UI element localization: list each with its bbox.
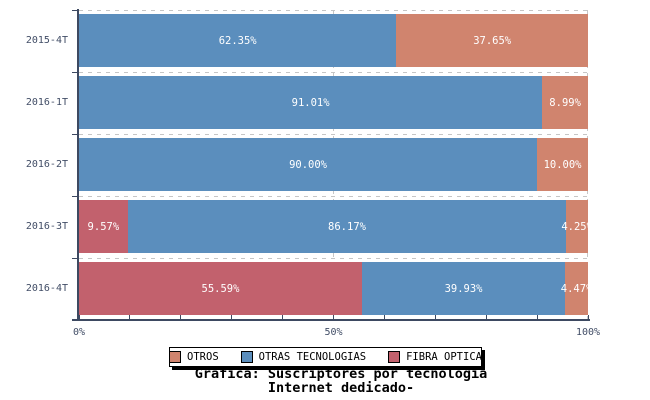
x-axis-tick bbox=[434, 315, 436, 319]
y-axis-tick bbox=[72, 258, 77, 259]
y-axis-tick bbox=[72, 72, 77, 73]
bar-value-label: 55.59% bbox=[201, 282, 240, 295]
plot-area: 62.35% 37.65% 91.01% 8.99% 90.00% 10.00% 9.57%… bbox=[79, 10, 593, 320]
bar-value-label: 4.25% bbox=[561, 220, 593, 233]
x-axis-tick bbox=[587, 315, 589, 319]
legend-item-otros: OTROS bbox=[169, 351, 219, 363]
bar-2016-4T: 55.59% 39.93% 4.47% bbox=[79, 262, 592, 315]
x-axis-line bbox=[72, 319, 590, 321]
bar-segment-otras-tecnologias: 86.17% bbox=[127, 200, 567, 253]
x-axis-tick bbox=[129, 315, 131, 319]
bar-2016-3T: 9.57% 86.17% 4.25% bbox=[79, 200, 593, 253]
chart-title: Gráfica: Suscriptores por tecnología bbox=[194, 366, 488, 382]
bar-value-label: 10.00% bbox=[543, 158, 582, 171]
x-axis-label-50%: 50% bbox=[324, 327, 343, 338]
bar-segment-otros: 4.47% bbox=[561, 262, 592, 315]
x-axis-tick bbox=[536, 315, 538, 319]
bar-segment-otras-tecnologias: 62.35% bbox=[79, 14, 397, 67]
x-axis-label-100%: 100% bbox=[575, 327, 601, 338]
bar-value-label: 8.99% bbox=[549, 96, 581, 109]
bar-segment-otras-tecnologias: 39.93% bbox=[361, 262, 566, 315]
bar-segment-otros: 37.65% bbox=[396, 14, 588, 67]
legend-swatch-icon bbox=[169, 351, 182, 363]
bar-2016-1T: 91.01% 8.99% bbox=[79, 76, 588, 129]
legend: OTROS OTRAS TECNOLOGIAS FIBRA OPTICA bbox=[169, 347, 482, 367]
bar-2015-4T: 62.35% 37.65% bbox=[79, 14, 588, 67]
x-axis-tick bbox=[383, 315, 385, 319]
x-axis-tick bbox=[282, 315, 284, 319]
y-axis-tick bbox=[72, 134, 77, 135]
y-axis-label-2016-4T: 2016-4T bbox=[25, 283, 68, 294]
chart-title-block: Gráfica: Suscriptores por tecnología Int… bbox=[195, 367, 488, 395]
bar-segment-otros: 10.00% bbox=[537, 138, 588, 191]
legend-item-otras-tecnologias: OTRAS TECNOLOGIAS bbox=[240, 351, 367, 363]
legend-swatch-icon bbox=[240, 351, 253, 363]
legend-label: OTROS bbox=[187, 351, 219, 363]
bar-segment-otros: 8.99% bbox=[542, 76, 588, 129]
y-axis-label-2016-1T: 2016-1T bbox=[25, 97, 68, 108]
bar-segment-fibra-optica: 55.59% bbox=[79, 262, 362, 315]
legend-item-fibra-optica: FIBRA OPTICA bbox=[388, 351, 482, 363]
x-axis-tick bbox=[485, 315, 487, 319]
legend-label: FIBRA OPTICA bbox=[406, 351, 482, 363]
gridline-horizontal bbox=[79, 258, 588, 259]
bar-segment-otras-tecnologias: 91.01% bbox=[79, 76, 543, 129]
bar-value-label: 4.47% bbox=[560, 282, 593, 295]
gridline-horizontal bbox=[79, 10, 588, 11]
x-axis-tick bbox=[78, 315, 80, 319]
y-axis-label-2016-2T: 2016-2T bbox=[25, 159, 68, 170]
legend-swatch-icon bbox=[388, 351, 401, 363]
bar-segment-otros: 4.25% bbox=[561, 200, 593, 253]
y-axis-label-2015-4T: 2015-4T bbox=[25, 35, 68, 46]
y-axis-tick bbox=[72, 196, 77, 197]
bar-value-label: 39.93% bbox=[444, 282, 483, 295]
x-axis-tick bbox=[333, 315, 334, 319]
y-axis-label-2016-3T: 2016-3T bbox=[25, 221, 68, 232]
bar-value-label: 9.57% bbox=[87, 220, 120, 233]
bar-2016-2T: 90.00% 10.00% bbox=[79, 138, 588, 191]
bar-value-label: 37.65% bbox=[473, 34, 512, 47]
x-axis-tick bbox=[231, 315, 233, 319]
x-axis-label-0%: 0% bbox=[72, 327, 86, 338]
legend-label: OTRAS TECNOLOGIAS bbox=[258, 351, 367, 363]
y-axis-tick bbox=[72, 10, 77, 11]
bar-value-label: 62.35% bbox=[218, 34, 257, 47]
y-axis-line bbox=[77, 9, 79, 320]
bar-value-label: 86.17% bbox=[328, 220, 366, 233]
gridline-horizontal bbox=[79, 196, 588, 197]
bar-value-label: 90.00% bbox=[289, 158, 328, 171]
x-axis-tick bbox=[180, 315, 182, 319]
chart-subtitle: Internet dedicado- bbox=[267, 380, 415, 396]
bar-value-label: 91.01% bbox=[291, 96, 330, 109]
gridline-horizontal bbox=[79, 72, 588, 73]
bar-segment-otras-tecnologias: 90.00% bbox=[79, 138, 538, 191]
gridline-horizontal bbox=[79, 134, 588, 135]
bar-segment-fibra-optica: 9.57% bbox=[79, 200, 128, 253]
